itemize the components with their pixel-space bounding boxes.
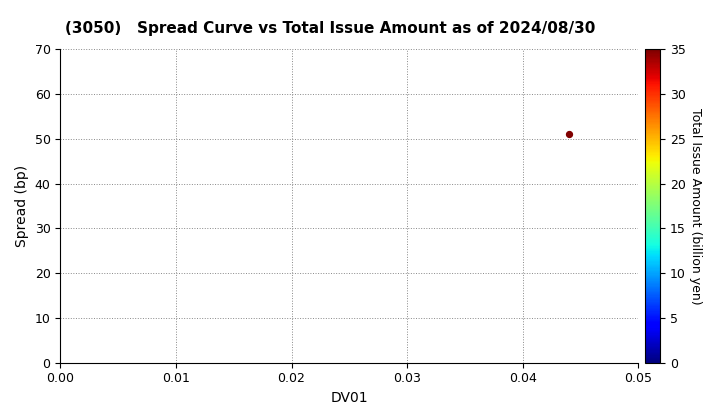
Y-axis label: Spread (bp): Spread (bp)	[15, 165, 29, 247]
Point	[563, 131, 575, 138]
Y-axis label: Total Issue Amount (billion yen): Total Issue Amount (billion yen)	[690, 108, 703, 304]
Text: (3050)   Spread Curve vs Total Issue Amount as of 2024/08/30: (3050) Spread Curve vs Total Issue Amoun…	[65, 21, 595, 36]
X-axis label: DV01: DV01	[330, 391, 368, 405]
